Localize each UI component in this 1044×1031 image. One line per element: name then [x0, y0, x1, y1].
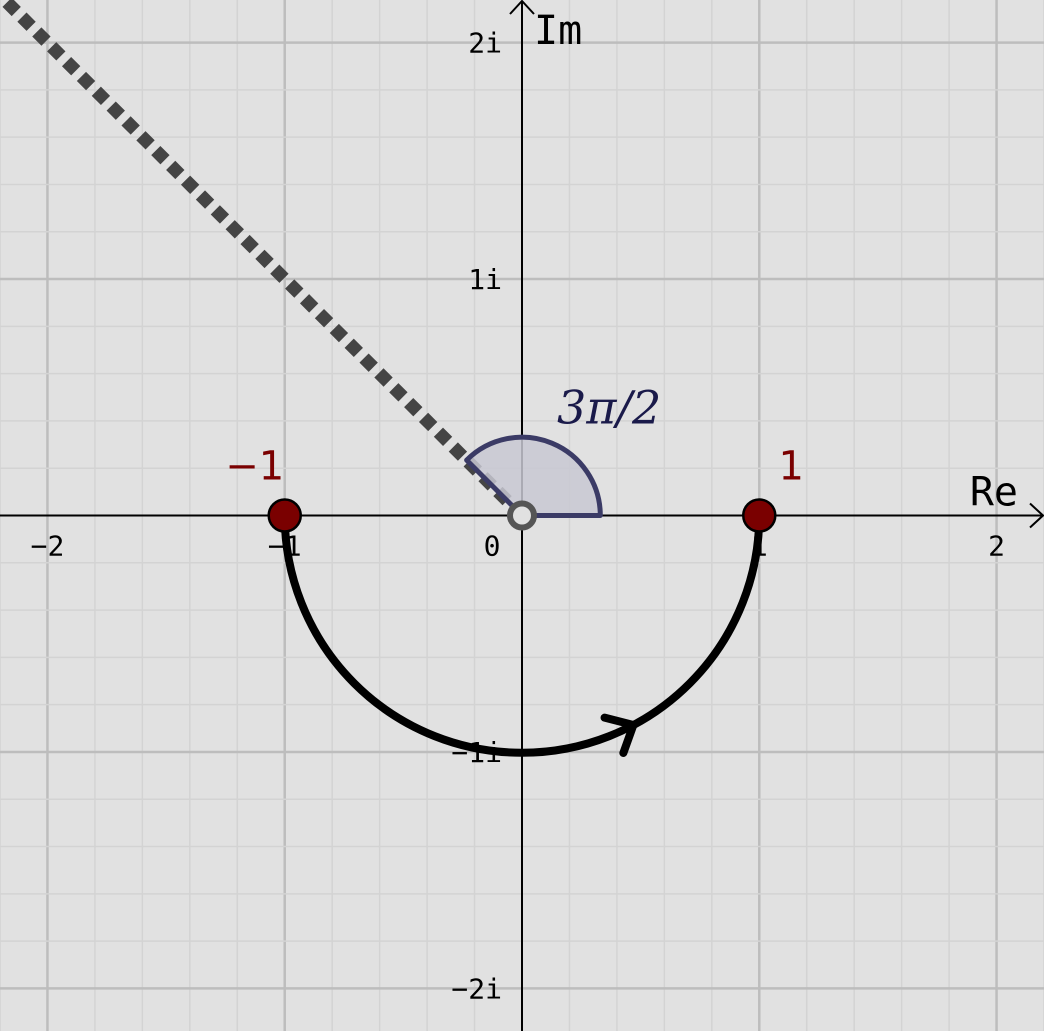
angle-marker — [464, 434, 603, 518]
imaginary-axis-arrowhead — [509, 0, 535, 15]
point-one-label: 1 — [779, 444, 804, 490]
point-minus-one — [267, 498, 302, 533]
y-tick-label: 2i — [468, 27, 502, 60]
y-tick-label: 1i — [468, 263, 502, 296]
origin-marker — [507, 500, 537, 531]
branch-cut — [0, 0, 527, 521]
real-axis-label: Re — [970, 470, 1018, 516]
labels: Re Im 3π/2 −1 1 — [225, 8, 1018, 516]
y-tick-label: −2i — [451, 972, 502, 1005]
x-tick-label: −2 — [31, 530, 65, 563]
contour-arrowhead — [600, 713, 638, 757]
contour-direction-arrow — [600, 713, 638, 757]
branch-cut-ray — [0, 0, 527, 521]
contour — [280, 511, 764, 757]
angle-label: 3π/2 — [557, 381, 661, 435]
point-minus-one-label: −1 — [225, 444, 284, 490]
origin-tick-label: 0 — [484, 530, 501, 563]
angle-sector — [464, 434, 603, 518]
point-one — [742, 498, 777, 533]
x-tick-label: 2 — [988, 530, 1005, 563]
real-axis-arrowhead — [1029, 502, 1044, 529]
contour-path — [280, 511, 764, 757]
imaginary-axis-label: Im — [534, 8, 582, 54]
points — [267, 498, 777, 533]
